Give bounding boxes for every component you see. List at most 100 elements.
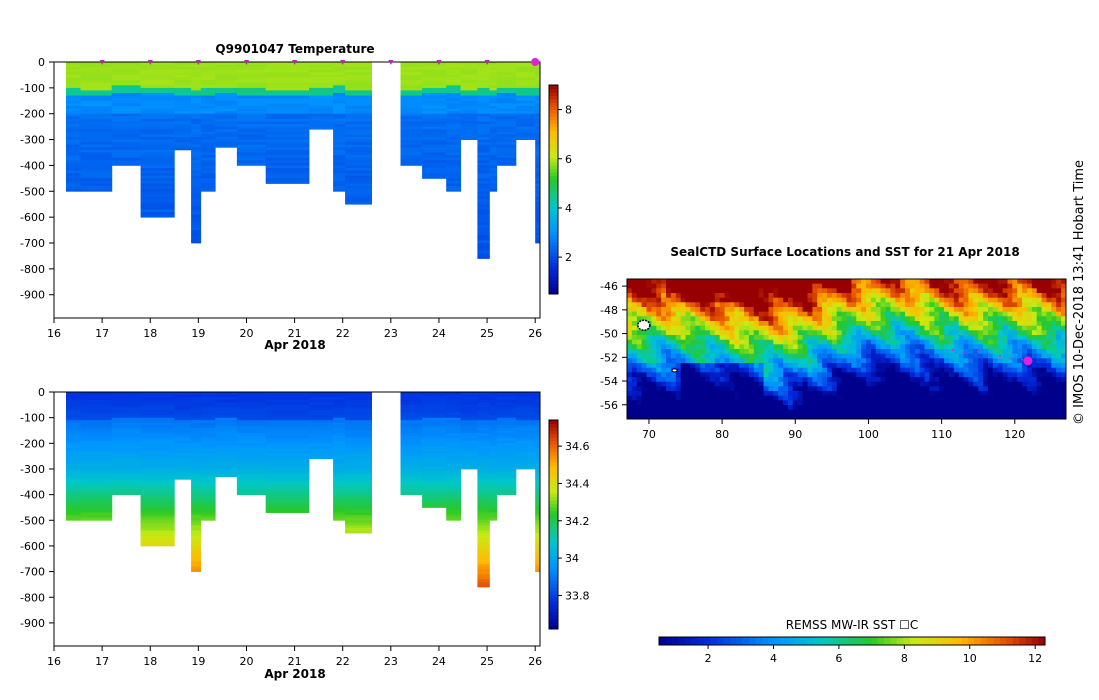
x-tick-label: 25 <box>480 655 494 668</box>
sst-cell <box>900 409 906 415</box>
sst-cell <box>1046 367 1052 373</box>
sst-cell <box>831 367 838 373</box>
sst-cell <box>929 311 935 317</box>
section-cell <box>400 160 423 164</box>
sst-cell <box>700 293 706 299</box>
sst-cell <box>944 335 950 341</box>
sst-cell <box>890 297 896 303</box>
sst-cell <box>748 381 755 387</box>
section-cell <box>345 186 372 190</box>
sst-cell <box>831 307 838 313</box>
sst-cell <box>627 367 633 373</box>
sst-cell <box>822 391 828 397</box>
sst-cell <box>807 330 813 336</box>
section-cell <box>66 499 81 503</box>
sst-cell <box>744 349 750 355</box>
section-cell <box>200 111 216 115</box>
section-cell <box>66 129 81 133</box>
sst-cell <box>958 349 965 355</box>
sst-cell <box>880 311 886 317</box>
profile-column <box>333 62 346 192</box>
sst-cell <box>1036 377 1043 383</box>
sst-cell <box>788 321 794 327</box>
sst-cell <box>1027 363 1033 369</box>
colorbar-swatch <box>549 95 558 100</box>
sst-cell <box>700 297 706 303</box>
sst-cell <box>1012 391 1018 397</box>
sst-cell <box>1007 279 1013 285</box>
sst-cell <box>631 302 638 308</box>
section-cell <box>140 168 175 171</box>
sst-cell <box>748 321 755 327</box>
sst-cell <box>841 386 847 392</box>
section-cell <box>489 440 498 444</box>
profile-column <box>400 62 423 166</box>
sst-cell <box>841 311 847 317</box>
section-cell <box>111 74 141 78</box>
sst-cell <box>797 311 804 317</box>
sst-cell <box>905 344 911 350</box>
section-cell <box>345 67 372 71</box>
sst-cell <box>827 316 833 322</box>
sst-cell <box>827 400 833 406</box>
section-cell <box>422 134 447 138</box>
x-tick-label: 23 <box>384 327 398 340</box>
section-cell <box>489 80 498 84</box>
sst-cell <box>788 316 794 322</box>
sst-cell <box>709 386 716 392</box>
section-cell <box>191 553 202 557</box>
sst-cell <box>705 395 711 401</box>
sst-cell <box>934 409 940 415</box>
sst-cell <box>1031 405 1038 411</box>
section-cell <box>80 392 113 395</box>
sst-cell <box>690 377 696 383</box>
sst-cell <box>656 307 662 313</box>
section-cell <box>333 137 346 140</box>
sst-cell <box>836 307 843 313</box>
section-cell <box>140 448 175 452</box>
section-cell <box>535 417 540 421</box>
colorbar-swatch <box>549 573 558 578</box>
section-cell <box>477 492 490 496</box>
section-cell <box>215 440 238 444</box>
sst-cell <box>729 297 735 303</box>
sst-cell <box>831 386 838 392</box>
section-cell <box>140 72 175 76</box>
section-cell <box>309 415 334 419</box>
section-cell <box>477 126 490 130</box>
colorbar-swatch <box>549 548 558 553</box>
section-cell <box>345 72 372 76</box>
sst-cell <box>627 316 633 322</box>
sst-cell <box>1051 302 1057 308</box>
sst-cell <box>856 321 862 327</box>
sst-cell <box>763 335 769 341</box>
sst-cell <box>846 386 852 392</box>
section-cell <box>309 399 334 403</box>
sst-cell <box>729 386 735 392</box>
section-cell <box>200 438 216 442</box>
section-cell <box>174 129 192 133</box>
sst-cell <box>905 353 911 359</box>
section-cell <box>174 435 192 439</box>
sst-cell <box>758 330 765 336</box>
section-cell <box>489 448 498 452</box>
section-cell <box>477 553 490 557</box>
sst-cell <box>1002 386 1008 392</box>
sst-cell <box>953 339 960 345</box>
sst-cell <box>646 283 652 289</box>
sst-cell <box>822 372 828 378</box>
section-cell <box>333 64 346 68</box>
sst-cell <box>827 302 833 308</box>
section-cell <box>489 394 498 398</box>
section-cell <box>489 438 498 442</box>
section-cell <box>535 445 540 449</box>
section-cell <box>496 476 517 480</box>
sst-cell <box>768 288 774 294</box>
section-cell <box>496 469 517 472</box>
section-cell <box>345 157 372 161</box>
section-cell <box>345 422 372 426</box>
section-cell <box>535 415 540 419</box>
sst-cell <box>958 297 965 303</box>
sst-cell <box>670 400 677 406</box>
sst-cell <box>1002 372 1008 378</box>
